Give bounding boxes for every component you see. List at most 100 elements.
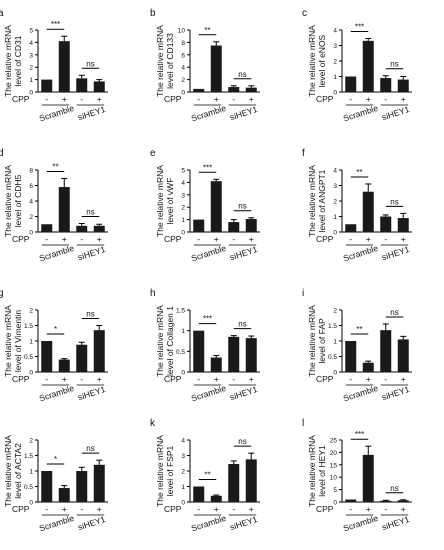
y-tick-label: 1.5	[176, 308, 185, 315]
y-axis-label-line: The relative mRNA	[155, 435, 165, 507]
bar	[345, 76, 357, 92]
condition-label: CPP	[164, 374, 182, 384]
x-tick-label: -	[45, 374, 48, 384]
x-tick-label: -	[232, 94, 235, 104]
x-tick-label: -	[197, 504, 200, 514]
y-tick-label: 0	[333, 370, 337, 377]
bar	[76, 344, 88, 372]
x-tick-label: -	[349, 374, 352, 384]
panel-letter: l	[302, 418, 304, 429]
bar	[210, 357, 222, 372]
condition-label: CPP	[164, 94, 182, 104]
significance-label: **	[356, 168, 362, 177]
bar	[76, 225, 88, 232]
bar	[93, 225, 105, 232]
y-axis-label-line: level of vWF	[165, 178, 175, 225]
panel-letter: b	[150, 8, 156, 19]
bar	[397, 218, 409, 232]
x-tick-label: -	[349, 94, 352, 104]
group-label: siHEY1	[229, 514, 259, 532]
y-tick-label: 1	[29, 77, 33, 84]
x-tick-label: +	[366, 374, 371, 384]
bar	[362, 454, 374, 502]
x-tick-label: -	[384, 504, 387, 514]
significance-label: ***	[51, 20, 60, 29]
chart-panel-e: e The relative mRNAlevel of vWF 0 1 2 3 4 5 *** n…	[150, 148, 260, 263]
x-tick-label: +	[401, 374, 406, 384]
y-axis-label-line: level of CD133	[165, 33, 175, 89]
y-axis-label-line: The relative mRNA	[307, 165, 317, 237]
y-axis-label: The relative mRNAlevel of CD133	[155, 25, 175, 97]
bar	[245, 87, 257, 92]
panel-letter: f	[302, 148, 305, 159]
bar	[362, 40, 374, 92]
bar	[58, 41, 70, 92]
y-tick-label: 1	[181, 484, 185, 491]
condition-label: CPP	[164, 504, 182, 514]
y-tick-label: 1	[181, 217, 185, 224]
y-tick-label: 4	[333, 28, 337, 35]
significance-label: **	[204, 26, 210, 35]
significance-label: ***	[355, 23, 364, 32]
panel-letter: c	[302, 8, 307, 19]
x-tick-label: -	[45, 234, 48, 244]
significance-label: *	[54, 325, 57, 334]
y-axis-label-line: The relative mRNA	[155, 305, 165, 377]
condition-label: CPP	[316, 94, 334, 104]
y-tick-label: 0	[29, 370, 33, 377]
panel-letter: i	[302, 288, 304, 299]
y-tick-label: 2	[181, 77, 185, 84]
group-label: Scramble	[342, 103, 379, 124]
y-tick-label: 0.5	[176, 349, 185, 356]
group-label: Scramble	[190, 513, 227, 534]
significance-label: ns	[390, 484, 398, 493]
group-label: Scramble	[190, 103, 227, 124]
group-label: Scramble	[38, 513, 75, 534]
x-tick-label: -	[45, 504, 48, 514]
x-tick-label: -	[384, 94, 387, 104]
y-tick-label: 0	[181, 500, 185, 507]
panel-letter: d	[0, 148, 4, 159]
bar	[380, 78, 392, 92]
significance-label: ns	[238, 202, 246, 211]
condition-label: CPP	[12, 374, 30, 384]
bar	[193, 486, 205, 502]
x-tick-label: +	[249, 234, 254, 244]
y-axis-label-line: The relative mRNA	[155, 165, 165, 237]
y-tick-label: 1.5	[328, 323, 337, 330]
bar	[245, 459, 257, 502]
y-tick-label: 8	[181, 40, 185, 47]
group-label: Scramble	[342, 513, 379, 534]
group-label: Scramble	[342, 383, 379, 404]
significance-label: *	[54, 455, 57, 464]
y-tick-label: 1	[333, 339, 337, 346]
group-label: siHEY1	[77, 514, 107, 532]
significance-label: ns	[390, 60, 398, 69]
y-axis-label-line: The relative mRNA	[3, 435, 13, 507]
y-tick-label: 0	[181, 230, 185, 237]
y-tick-label: 0	[29, 500, 33, 507]
y-tick-label: 0	[181, 370, 185, 377]
y-tick-label: 2	[29, 308, 33, 315]
bar	[41, 341, 53, 372]
x-tick-label: +	[97, 94, 102, 104]
y-tick-label: 10	[178, 28, 186, 35]
y-axis-label-line: The relative mRNA	[307, 25, 317, 97]
y-tick-label: 0	[181, 90, 185, 97]
group-label: siHEY1	[229, 104, 259, 122]
x-tick-label: +	[401, 94, 406, 104]
chart-panel-k: k The relative mRNAlevel of FSP1 0 1 2 3 4 ** ns…	[150, 418, 260, 533]
bar	[345, 341, 357, 372]
condition-label: CPP	[164, 234, 182, 244]
condition-label: CPP	[316, 374, 334, 384]
bar	[362, 362, 374, 372]
bar	[76, 78, 88, 92]
bar	[397, 79, 409, 92]
x-tick-label: -	[197, 94, 200, 104]
y-tick-label: 15	[330, 462, 338, 469]
x-tick-label: +	[214, 374, 219, 384]
panel-letter: h	[150, 288, 156, 299]
y-tick-label: 2	[181, 205, 185, 212]
y-tick-label: 5	[333, 487, 337, 494]
y-tick-label: 0.5	[24, 484, 33, 491]
